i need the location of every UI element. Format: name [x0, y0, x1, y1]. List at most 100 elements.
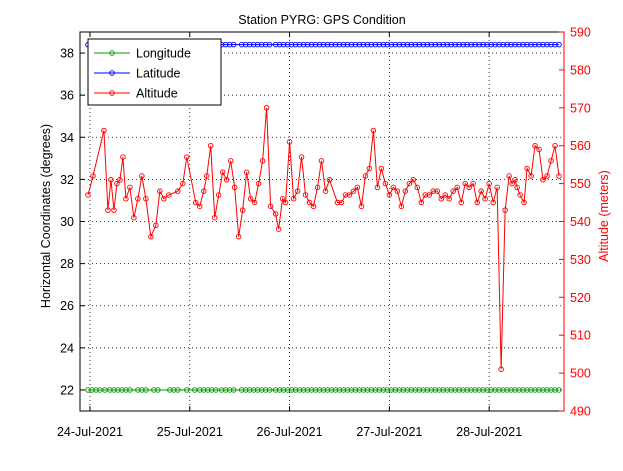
data-point-longitude [308, 387, 315, 393]
data-point-altitude [517, 192, 523, 198]
data-point-latitude [416, 41, 423, 48]
data-point-latitude [396, 41, 403, 48]
data-point-latitude [408, 41, 415, 48]
data-point-latitude [552, 41, 558, 48]
data-point-latitude [480, 41, 486, 48]
data-point-latitude [272, 41, 279, 48]
left-tick-label: 38 [60, 47, 74, 61]
data-point-altitude [454, 184, 460, 191]
data-point-altitude [239, 207, 246, 213]
data-point-altitude [438, 196, 445, 202]
data-point-altitude [366, 165, 373, 172]
data-point-latitude [320, 41, 327, 48]
data-point-altitude [243, 169, 250, 175]
data-point-altitude [223, 177, 230, 183]
data-point-altitude [180, 180, 186, 187]
data-point-longitude [396, 387, 403, 393]
data-point-latitude [242, 41, 249, 48]
data-point-longitude [204, 387, 211, 393]
x-tick-label: 25-Jul-2021 [157, 425, 223, 439]
x-tick-label: 28-Jul-2021 [456, 425, 522, 439]
data-point-latitude [280, 41, 287, 48]
data-point-latitude [352, 41, 359, 48]
data-point-longitude [440, 387, 447, 393]
data-point-longitude [123, 387, 129, 393]
data-point-longitude [352, 387, 359, 393]
data-point-latitude [412, 41, 419, 48]
data-point-longitude [111, 387, 117, 393]
data-point-latitude [400, 41, 407, 48]
data-point-altitude [298, 154, 305, 160]
data-point-altitude [306, 199, 313, 206]
data-point-latitude [388, 41, 395, 48]
data-point-altitude [402, 188, 409, 194]
data-point-longitude [392, 387, 399, 393]
data-point-altitude [418, 199, 425, 206]
data-point-latitude [296, 41, 303, 48]
legend-entry-latitude: Latitude [94, 67, 181, 81]
data-point-longitude [372, 387, 379, 393]
data-point-latitude [332, 41, 339, 48]
data-point-longitude [135, 387, 141, 393]
data-point-longitude [218, 387, 225, 393]
data-point-altitude [302, 192, 309, 198]
data-point-longitude [556, 387, 562, 393]
legend-swatch-marker [109, 90, 115, 96]
data-point-longitude [376, 387, 383, 393]
data-point-longitude [524, 387, 530, 393]
data-point-longitude [364, 387, 371, 393]
data-point-latitude [544, 41, 550, 48]
data-point-latitude [288, 41, 295, 48]
data-point-longitude [388, 387, 395, 393]
data-point-longitude [280, 387, 287, 393]
data-point-altitude [434, 188, 441, 194]
data-point-longitude [324, 387, 331, 393]
data-point-longitude [167, 387, 173, 393]
data-point-altitude [486, 180, 492, 187]
data-point-altitude [362, 173, 369, 179]
data-point-longitude [175, 387, 181, 393]
data-point-longitude [196, 387, 203, 393]
data-point-longitude [155, 387, 161, 393]
data-point-altitude [272, 211, 279, 217]
data-point-altitude [378, 165, 385, 172]
data-point-latitude [222, 41, 229, 48]
data-point-latitude [460, 41, 466, 48]
data-point-altitude [498, 366, 504, 373]
data-point-altitude [414, 184, 421, 191]
data-point-altitude [552, 142, 558, 149]
data-point-latitude [238, 41, 245, 48]
x-tick-label: 27-Jul-2021 [356, 425, 422, 439]
data-point-latitude [380, 41, 387, 48]
data-point-latitude [456, 41, 462, 48]
data-point-longitude [139, 387, 145, 393]
data-point-latitude [356, 41, 363, 48]
data-point-longitude [444, 387, 450, 393]
right-tick-label: 490 [570, 405, 591, 419]
data-point-longitude [320, 387, 327, 393]
data-point-longitude [212, 387, 219, 393]
data-point-longitude [516, 387, 522, 393]
data-point-altitude [548, 158, 554, 164]
legend-entry-altitude: Altitude [94, 87, 178, 101]
data-point-altitude [139, 173, 145, 179]
data-point-longitude [184, 387, 190, 393]
data-point-longitude [238, 387, 245, 393]
data-point-altitude [482, 196, 488, 202]
data-point-longitude [222, 387, 229, 393]
data-point-altitude [196, 203, 203, 210]
legend-label: Longitude [136, 47, 191, 61]
right-tick-label: 500 [570, 367, 591, 381]
data-point-longitude [532, 387, 538, 393]
right-tick-label: 580 [570, 63, 591, 77]
data-point-latitude [344, 41, 351, 48]
data-point-altitude [528, 173, 534, 179]
data-point-latitude [276, 41, 283, 48]
data-point-altitude [470, 180, 476, 187]
data-point-longitude [300, 387, 307, 393]
data-point-altitude [267, 203, 274, 210]
data-point-latitude [524, 41, 530, 48]
data-point-latitude [246, 41, 253, 48]
series-longitude [85, 387, 562, 393]
